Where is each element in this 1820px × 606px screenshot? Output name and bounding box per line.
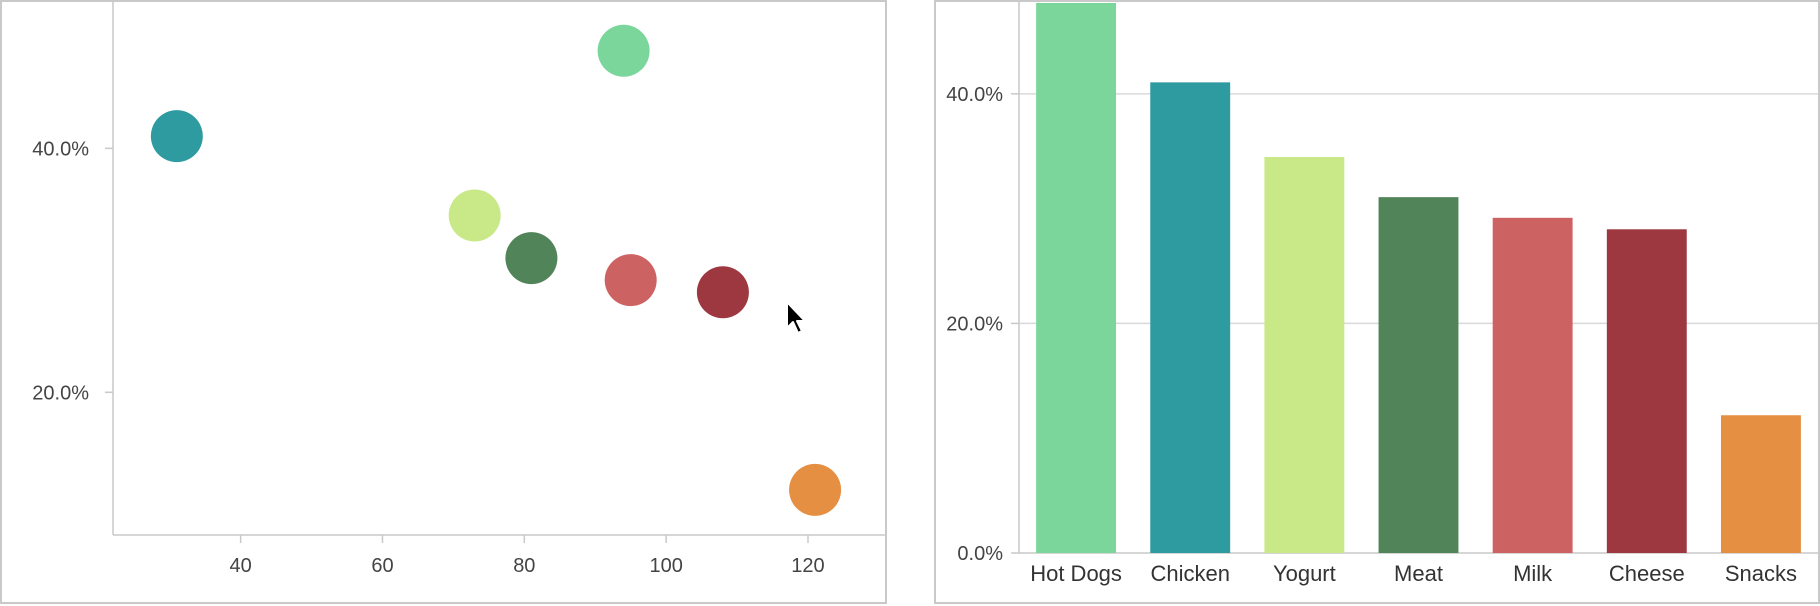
y-tick-label: 40.0% [32, 138, 89, 160]
scatter-point [150, 110, 203, 163]
scatter-point [696, 266, 749, 319]
y-tick-label: 20.0% [946, 313, 1003, 335]
x-category-label: Cheese [1609, 561, 1685, 586]
x-tick-label: 120 [791, 555, 824, 577]
bar [1264, 156, 1345, 553]
scatter-point [448, 189, 501, 242]
x-category-label: Milk [1513, 561, 1553, 586]
bar-chart: 0.0% 20.0% 40.0% Hot Dogs Chicken Yogurt Meat M… [946, 2, 1818, 586]
bar [1606, 229, 1687, 553]
scatter-point [597, 24, 650, 77]
y-tick-label: 0.0% [957, 543, 1003, 565]
y-tick-label: 40.0% [946, 84, 1003, 106]
x-category-label: Yogurt [1273, 561, 1336, 586]
x-category-label: Chicken [1150, 561, 1229, 586]
x-tick-label: 40 [230, 555, 252, 577]
bar [1150, 82, 1231, 554]
bar [1378, 197, 1459, 554]
y-tick-label: 20.0% [32, 382, 89, 404]
bar [1720, 415, 1801, 553]
x-category-label: Meat [1394, 561, 1443, 586]
scatter-chart-panel: 40 60 80 100 120 20.0% 40.0% [0, 0, 887, 604]
x-category-label: Snacks [1725, 561, 1797, 586]
scatter-point [604, 254, 657, 307]
scatter-point [789, 463, 842, 516]
x-tick-label: 100 [649, 555, 682, 577]
scatter-chart: 40 60 80 100 120 20.0% 40.0% [32, 2, 886, 577]
bar [1036, 3, 1117, 553]
bar-chart-panel: 0.0% 20.0% 40.0% Hot Dogs Chicken Yogurt Meat M… [934, 0, 1820, 604]
x-tick-label: 60 [371, 555, 393, 577]
mouse-pointer-icon [786, 301, 806, 334]
x-category-label: Hot Dogs [1030, 561, 1122, 586]
scatter-point [505, 232, 558, 285]
x-tick-label: 80 [513, 555, 535, 577]
bar [1492, 217, 1573, 553]
